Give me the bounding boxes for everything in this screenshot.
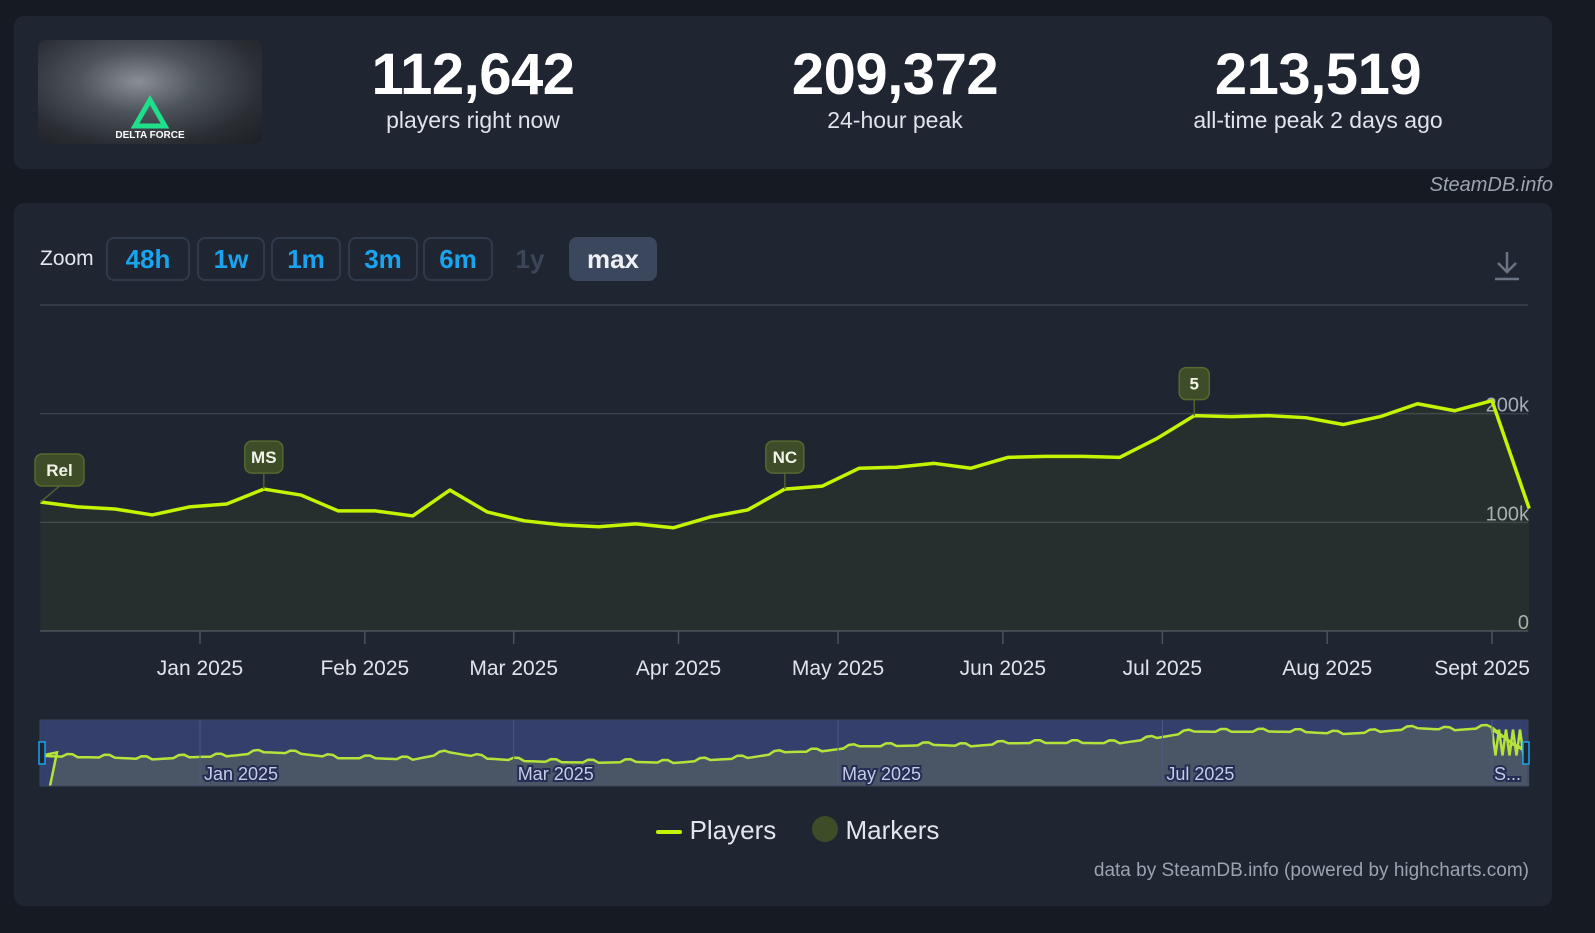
marker-box (244, 440, 284, 474)
legend-label: Players (689, 815, 777, 845)
legend: Players Markers (0, 815, 1595, 846)
zoom-label: Zoom (40, 247, 94, 270)
navigator-x-label: Jan 2025 (204, 764, 278, 784)
legend-item-players[interactable]: Players (655, 815, 777, 846)
x-axis-label: Jul 2025 (1123, 657, 1202, 680)
y-axis-label: 100k (1486, 503, 1530, 525)
navigator-x-label: May 2025 (842, 764, 921, 784)
navigator-x-label: S... (1494, 764, 1521, 784)
stat-24h-peak: 209,372 24-hour peak (695, 44, 1095, 134)
stat-value: 213,519 (1214, 42, 1422, 107)
navigator-right-handle[interactable] (1522, 741, 1530, 765)
zoom-1w-button[interactable]: 1w (197, 237, 265, 281)
marker-stem (40, 485, 60, 503)
marker-label: 5 (1190, 375, 1199, 394)
navigator-left-handle[interactable] (38, 741, 46, 765)
x-axis-label: May 2025 (792, 657, 884, 680)
marker-box (34, 453, 85, 487)
x-axis-label: Aug 2025 (1282, 657, 1372, 680)
game-cover-image[interactable]: DELTA FORCE (38, 40, 262, 144)
zoom-1y-button: 1y (515, 244, 545, 274)
circle-symbol-icon (811, 816, 838, 842)
highcharts-credit[interactable]: data by SteamDB.info (powered by highcha… (1093, 860, 1529, 881)
stat-label: 24-hour peak (827, 107, 963, 133)
x-axis-label: Mar 2025 (469, 657, 558, 680)
x-axis-label: Apr 2025 (636, 657, 721, 680)
zoom-6m-button[interactable]: 6m (423, 237, 493, 281)
marker-box (1178, 366, 1211, 401)
x-axis-label: Jun 2025 (960, 657, 1046, 680)
stat-current-players: 112,642 players right now (273, 44, 673, 134)
marker-label: Rel (46, 461, 72, 480)
svg-text:DELTA FORCE: DELTA FORCE (115, 130, 185, 141)
marker-label: NC (773, 448, 798, 467)
players-area (40, 400, 1530, 631)
marker-flag-rel[interactable]: Rel (34, 453, 85, 503)
zoom-1m-button[interactable]: 1m (271, 237, 341, 281)
marker-flag-ms[interactable]: MS (244, 440, 284, 490)
stat-value: 112,642 (371, 42, 575, 107)
navigator-x-label: Jul 2025 (1166, 764, 1234, 784)
stat-label: all-time peak 2 days ago (1193, 107, 1443, 133)
navigator-area (40, 725, 1530, 786)
legend-item-markers[interactable]: Markers (811, 815, 940, 846)
navigator-x-label: Mar 2025 (518, 764, 594, 784)
navigator-line (40, 723, 1530, 787)
steamdb-credit[interactable]: SteamDB.info (1429, 174, 1553, 196)
legend-label: Markers (845, 815, 940, 845)
marker-flag-5[interactable]: 5 (1178, 366, 1211, 416)
download-icon[interactable] (1492, 248, 1522, 282)
delta-force-logo: DELTA FORCE (115, 94, 185, 141)
y-axis-label: 0 (1518, 612, 1529, 634)
marker-box (765, 440, 805, 474)
zoom-3m-button[interactable]: 3m (348, 237, 418, 281)
chart-card (14, 203, 1552, 906)
x-axis-label: Sept 2025 (1434, 657, 1530, 680)
x-axis-label: Jan 2025 (157, 657, 243, 680)
zoom-max-button[interactable]: max (569, 237, 657, 281)
stat-all-time-peak: 213,519 all-time peak 2 days ago (1118, 44, 1518, 134)
x-axis-label: Feb 2025 (320, 657, 409, 680)
stat-label: players right now (386, 107, 560, 133)
stat-value: 209,372 (791, 42, 999, 107)
marker-flag-nc[interactable]: NC (765, 440, 805, 490)
marker-label: MS (251, 448, 277, 467)
zoom-48h-button[interactable]: 48h (106, 237, 190, 281)
line-symbol-icon (655, 830, 682, 835)
stats-card: DELTA FORCE 112,642 players right now 20… (14, 16, 1552, 169)
